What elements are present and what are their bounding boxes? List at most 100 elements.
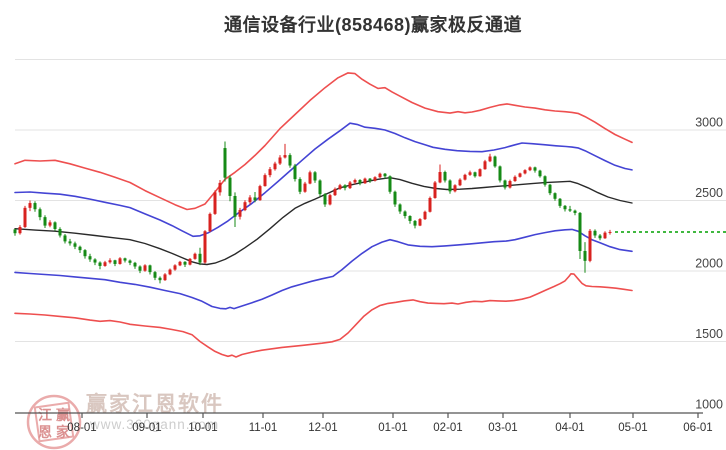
series-lower_red_band [14,272,633,358]
candle-body [603,232,607,239]
candle-body [208,213,212,232]
candle-body [518,173,522,177]
series-lower_blue_band [14,228,633,310]
candle-body [108,260,112,263]
candle-body [103,262,107,266]
candle-body [473,172,477,177]
candle-body [438,172,442,183]
candle-body [403,211,407,217]
candle-body [373,177,377,181]
candle-body [593,230,597,236]
seal-char: 赢 [56,407,70,423]
y-axis-label: 2500 [695,186,723,200]
x-axis-label: 03-01 [488,422,517,434]
candle-body [388,176,392,192]
watermark-brand-text: 赢家江恩软件 [86,393,224,416]
seal-char: 恩 [38,424,52,440]
candle-body [193,253,197,259]
candle-body [568,209,572,211]
candle-body [338,185,342,189]
candle-body [63,235,67,242]
candle-body [348,182,352,189]
candle-body [233,195,237,217]
candle-body [483,161,487,170]
candle-body [143,265,147,271]
candle-body [68,241,72,244]
candle-body [343,185,347,189]
candle-body [58,228,62,236]
upper_blue_band-line [14,122,633,238]
candle-body [363,178,367,184]
candle-body [213,192,217,214]
candle-body [508,181,512,188]
candle-body [423,211,427,220]
series-upper_blue_band [14,122,633,238]
candle-body [18,227,22,234]
candle-body [323,194,327,205]
candle-body [308,172,312,184]
candle-body [33,203,37,210]
candle-body [83,250,87,257]
candle-body [188,258,192,265]
candle-body [608,231,612,233]
candle-body [268,169,272,176]
candle-body [528,167,532,171]
candle-body [113,260,117,264]
candle-body [408,216,412,221]
candle-body [298,179,302,192]
candle-body [173,265,177,270]
candle-body [418,219,422,226]
candle-body [263,175,267,187]
candle-body [243,202,247,211]
lower_red_band-line [14,272,633,358]
candle-body [218,182,222,193]
candle-body [498,166,502,181]
candle-body [383,173,387,177]
x-axis-label: 11-01 [249,422,278,434]
x-axis-label: 01-01 [378,422,407,434]
candles [13,141,612,284]
candle-body [598,235,602,239]
candle-body [238,210,242,217]
candle-body [53,222,57,229]
candle-body [413,220,417,226]
candle-body [583,250,587,261]
candle-body [573,210,577,213]
candle-body [328,195,332,205]
seal-circle [26,394,82,450]
candle-body [558,198,562,206]
candle-body [318,180,322,195]
lower_blue_band-line [14,228,633,310]
candle-body [38,209,42,218]
y-axis-label: 1500 [695,327,723,341]
y-axis-labels: 3000 2500 2000 1500 1000 [695,116,723,412]
candle-body [223,148,227,178]
candle-body [488,156,492,162]
seal-square [33,401,75,443]
candle-body [453,185,457,192]
candle-body [443,172,447,181]
candle-body [23,207,27,228]
gridlines [15,59,726,342]
chart-title: 通信设备行业(858468)赢家极反通道 [223,15,523,35]
candle-body [283,155,287,158]
candle-body [333,188,337,196]
candle-body [273,163,277,170]
candle-body [138,266,142,271]
candle-body [28,203,32,208]
x-axis-label: 05-01 [618,422,647,434]
candle-body [313,172,317,181]
y-axis-label: 2000 [695,257,723,271]
candle-body [48,222,52,226]
candle-body [288,155,292,166]
seal-char: 江 [38,407,52,423]
seal-char: 家 [56,424,71,440]
candle-body [478,169,482,177]
candle-body [93,259,97,263]
candle-body [153,272,157,278]
candle-body [118,258,122,264]
candle-body [88,256,92,260]
candle-body [448,180,452,192]
